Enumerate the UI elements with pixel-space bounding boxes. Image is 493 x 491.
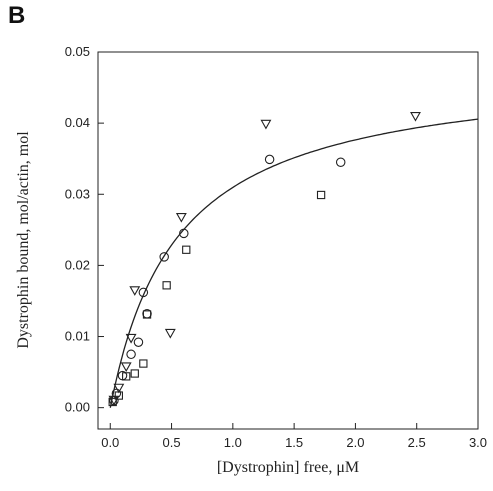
x-tick-label: 2.0 <box>346 435 364 450</box>
triangle-point <box>113 383 125 394</box>
tick-labels: 0.0 0.5 1.0 1.5 2.0 2.5 3.0 0.00 0.01 0.02 0.03 0.0… <box>65 44 487 450</box>
circle-point <box>126 349 136 360</box>
triangle-point <box>125 333 137 344</box>
x-axis-title: [Dystrophin] free, μM <box>217 459 359 476</box>
x-tick-label: 0.0 <box>101 435 119 450</box>
square-point <box>162 281 171 290</box>
x-tick-label: 1.0 <box>224 435 242 450</box>
triangle-point <box>175 212 187 223</box>
triangle-point <box>120 362 132 373</box>
triangle-point <box>129 286 141 296</box>
x-tick-label: 1.5 <box>285 435 303 450</box>
triangle-point <box>108 395 120 406</box>
y-tick-label: 0.02 <box>65 257 90 272</box>
y-axis-title: Dystrophin bound, mol/actin, mol <box>15 131 32 349</box>
circle-point <box>111 388 122 399</box>
square-point <box>139 359 148 368</box>
axis-ticks <box>98 51 479 429</box>
y-tick-label: 0.00 <box>65 400 90 415</box>
y-tick-label: 0.04 <box>65 115 90 130</box>
square-point <box>316 190 326 200</box>
triangle-point <box>410 111 421 122</box>
circle-point <box>133 337 144 347</box>
square-point <box>108 397 117 407</box>
circle-point <box>264 154 275 165</box>
square-point <box>182 245 191 254</box>
plot-frame <box>97 51 479 430</box>
data-points <box>108 111 421 407</box>
triangle-point <box>164 328 176 339</box>
y-tick-label: 0.03 <box>65 186 90 201</box>
x-tick-label: 3.0 <box>469 435 487 450</box>
circle-point <box>179 228 189 239</box>
triangle-point <box>260 119 272 130</box>
panel-label: B <box>8 2 26 29</box>
circle-point <box>335 157 346 168</box>
fit-curve <box>109 118 479 408</box>
x-tick-label: 0.5 <box>163 435 181 450</box>
circle-point <box>159 252 169 262</box>
x-tick-label: 2.5 <box>408 435 426 450</box>
square-point <box>130 369 139 378</box>
circle-point <box>138 287 149 298</box>
y-tick-label: 0.05 <box>65 44 90 59</box>
square-point <box>142 310 152 319</box>
y-tick-label: 0.01 <box>65 329 90 344</box>
square-point <box>122 372 131 381</box>
